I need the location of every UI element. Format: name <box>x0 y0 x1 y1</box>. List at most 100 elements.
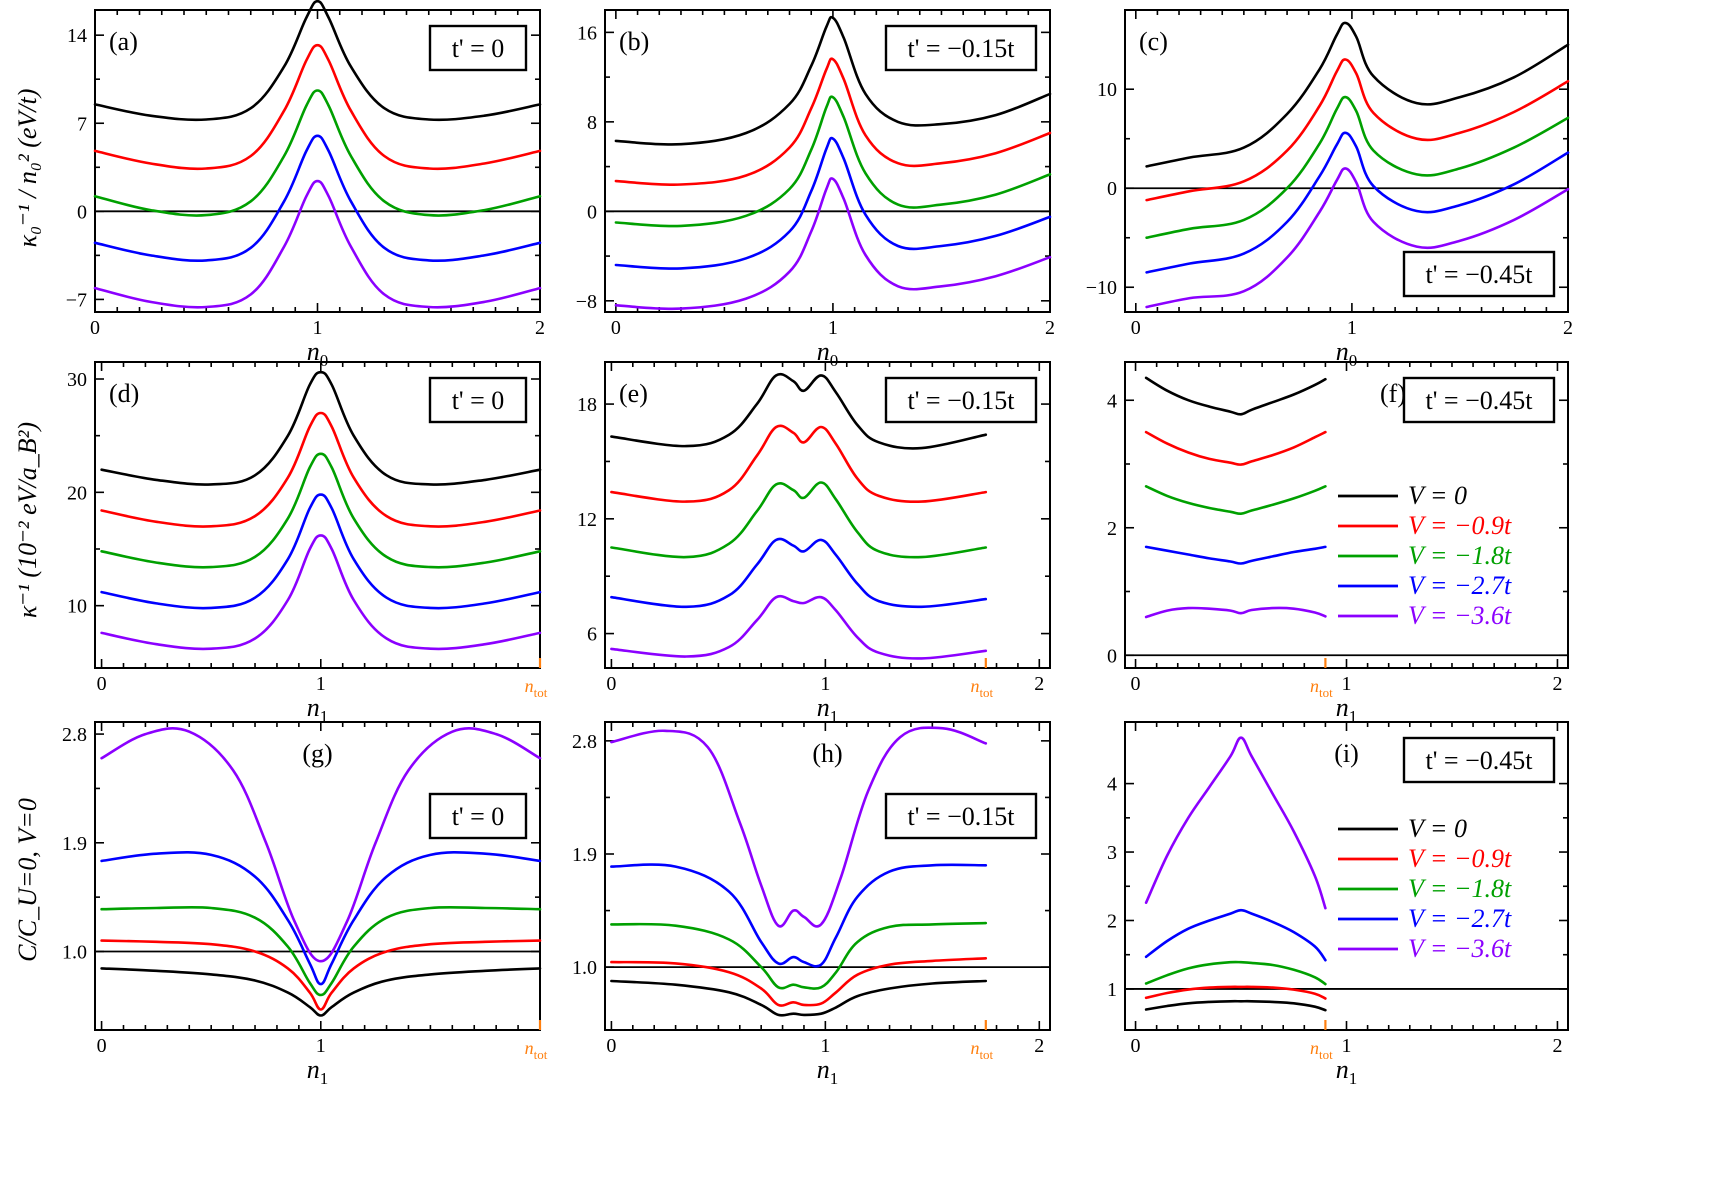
series-line-3 <box>614 95 1052 228</box>
series-line-3 <box>100 905 542 997</box>
parameter-box <box>1402 736 1556 784</box>
series-line-2 <box>610 424 988 504</box>
x-axis-label-subscript: 1 <box>320 707 329 726</box>
series-line-2 <box>610 957 988 1007</box>
x-axis-label: n0 <box>817 337 839 370</box>
parameter-box-text: t' = 0 <box>452 802 505 831</box>
parameter-box-text: t' = 0 <box>452 34 505 63</box>
y-tick-label: 7 <box>77 113 87 135</box>
y-tick-label: 2 <box>1107 518 1117 540</box>
parameter-box <box>1402 376 1556 424</box>
panel-label: (d) <box>109 379 139 408</box>
series-line-5 <box>100 726 542 963</box>
series-line-1 <box>1145 21 1570 168</box>
x-axis-label: n1 <box>307 1055 329 1088</box>
ntot-subscript: tot <box>534 685 548 700</box>
series-line-2 <box>1144 430 1327 466</box>
x-tick-label: 2 <box>1552 673 1562 695</box>
series-line-1 <box>93 0 542 122</box>
series-line-1 <box>100 967 542 1017</box>
ntot-label: ntot <box>970 676 993 700</box>
series-line-4 <box>1144 908 1327 962</box>
x-tick-label: 1 <box>316 673 326 695</box>
y-tick-label: 1.0 <box>62 941 87 963</box>
series-line-5 <box>1145 167 1570 309</box>
y-tick-label: 10 <box>1097 79 1117 101</box>
x-axis-label-subscript: 0 <box>830 351 839 370</box>
series-line-4 <box>1145 131 1570 274</box>
plot-frame <box>94 361 541 669</box>
x-axis-label-subscript: 1 <box>1349 1069 1358 1088</box>
legend-label: V = −3.6t <box>1408 934 1512 963</box>
x-tick-label: 1 <box>820 673 830 695</box>
x-tick-label: 2 <box>1034 673 1044 695</box>
ntot-label: ntot <box>1310 1038 1333 1062</box>
parameter-box <box>884 24 1038 72</box>
y-tick-label: 1.9 <box>62 833 87 855</box>
y-tick-label: 8 <box>587 112 597 134</box>
y-tick-label: 1 <box>1107 979 1117 1001</box>
series-line-1 <box>1144 376 1327 416</box>
ylabel-row3: C/C_U=0, V=0 <box>13 798 42 962</box>
y-tick-label: 16 <box>577 22 597 44</box>
panel-label: (i) <box>1334 739 1359 768</box>
legend-label: V = 0 <box>1408 814 1467 843</box>
series-line-5 <box>610 726 988 928</box>
panel-label: (a) <box>109 27 138 56</box>
x-tick-label: 0 <box>97 673 107 695</box>
series-line-3 <box>1145 95 1570 239</box>
ntot-label: ntot <box>525 1038 548 1062</box>
x-axis-label-subscript: 0 <box>1349 351 1358 370</box>
x-tick-label: 0 <box>1131 317 1141 339</box>
y-tick-label: 14 <box>67 25 87 47</box>
y-tick-label: 0 <box>1107 178 1117 200</box>
series-line-5 <box>93 179 542 309</box>
series-line-4 <box>93 134 542 263</box>
parameter-box-text: t' = −0.15t <box>908 34 1016 63</box>
plot-frame <box>94 721 541 1031</box>
plot-frame <box>604 361 1051 669</box>
series-line-4 <box>610 537 988 609</box>
ntot-label: ntot <box>525 676 548 700</box>
x-tick-label: 2 <box>535 317 545 339</box>
ylabel-row2: κ⁻¹ (10⁻² eV/a_B²) <box>13 422 42 618</box>
panel-h: 0 1 2 1.0 1.9 2.8 ntot n1 (h) t' = −0.15t <box>572 721 1051 1088</box>
panel-label: (h) <box>812 739 842 768</box>
parameter-box-text: t' = −0.45t <box>1426 386 1534 415</box>
series-line-1 <box>614 15 1052 146</box>
series-line-1 <box>100 370 542 486</box>
x-axis-label-subscript: 1 <box>830 707 839 726</box>
series-line-4 <box>100 493 542 610</box>
ntot-subscript: tot <box>534 1047 548 1062</box>
panel-b: 0 1 2 −8 0 8 16 n0 (b) t' = −0.15t <box>576 9 1055 370</box>
legend-label: V = −0.9t <box>1408 511 1512 540</box>
parameter-box <box>1402 250 1556 298</box>
series-line-2 <box>100 939 542 1011</box>
series-line-3 <box>100 452 542 569</box>
panel-label: (e) <box>619 379 648 408</box>
ntot-subscript: tot <box>979 1047 993 1062</box>
series-line-2 <box>93 43 542 171</box>
y-tick-label: 30 <box>67 369 87 391</box>
series-line-1 <box>1144 999 1327 1012</box>
x-tick-label: 0 <box>611 317 621 339</box>
panel-label: (g) <box>302 739 332 768</box>
panel-label: (f) <box>1380 379 1406 408</box>
x-axis-label: n1 <box>817 1055 839 1088</box>
y-tick-label: 10 <box>67 596 87 618</box>
x-tick-label: 1 <box>828 317 838 339</box>
ntot-subscript: tot <box>979 685 993 700</box>
parameter-box <box>428 24 528 72</box>
series-line-3 <box>1144 960 1327 986</box>
parameter-box-text: t' = −0.45t <box>1426 746 1534 775</box>
x-tick-label: 2 <box>1045 317 1055 339</box>
y-tick-label: −7 <box>66 289 87 311</box>
series-line-3 <box>610 481 988 559</box>
x-axis-label-subscript: 1 <box>1349 707 1358 726</box>
x-axis-label-subscript: 1 <box>320 1069 329 1088</box>
x-tick-label: 0 <box>97 1035 107 1057</box>
